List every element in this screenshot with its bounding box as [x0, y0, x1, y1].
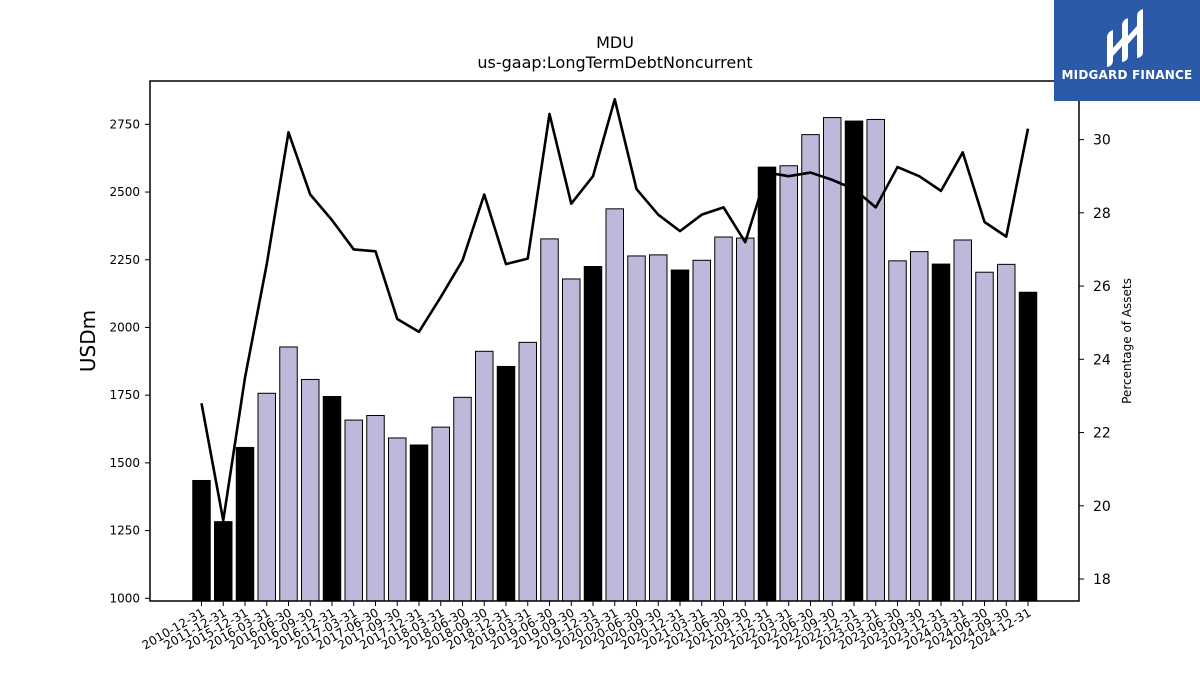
bar	[605, 208, 624, 602]
bar	[540, 238, 559, 602]
y2-axis-label: Percentage of Assets	[1120, 278, 1134, 404]
bar	[344, 419, 363, 602]
y-tick-label: 1500	[109, 456, 140, 470]
x-axis: 2010-12-312011-12-312015-12-312016-03-31…	[140, 601, 1034, 652]
y2-tick-label: 24	[1093, 352, 1111, 368]
y-tick-label: 2750	[109, 117, 140, 131]
bar	[649, 254, 668, 602]
bar	[714, 236, 733, 602]
bar	[910, 251, 929, 602]
bar	[496, 365, 516, 602]
y-tick-label: 2250	[109, 253, 140, 267]
bar	[322, 396, 342, 602]
bar	[475, 350, 494, 602]
brand-name: MIDGARD FINANCE	[1061, 68, 1193, 82]
y-tick-label: 1250	[109, 524, 140, 538]
bar	[627, 255, 646, 602]
y2-tick-label: 28	[1093, 206, 1111, 222]
bar	[192, 479, 211, 602]
y-axis-label: USDm	[76, 310, 100, 372]
bar	[888, 260, 907, 602]
bar	[736, 237, 755, 602]
bar	[823, 117, 842, 602]
bar	[518, 341, 537, 602]
bar	[431, 426, 450, 602]
bar	[257, 392, 276, 602]
bar	[279, 346, 298, 602]
bar	[997, 263, 1016, 602]
bar-series	[192, 117, 1038, 602]
bar	[388, 437, 407, 602]
bar	[1018, 291, 1038, 602]
bar	[670, 269, 690, 602]
y2-tick-label: 26	[1093, 279, 1111, 295]
bar	[301, 378, 320, 602]
bar	[409, 444, 429, 602]
bar	[931, 263, 951, 602]
bar	[866, 118, 885, 602]
bar	[779, 165, 798, 602]
y-tick-label: 2000	[109, 320, 140, 334]
bar	[366, 414, 385, 602]
y2-tick-label: 20	[1093, 499, 1111, 515]
y2-tick-label: 30	[1093, 133, 1111, 149]
chart-title: MDU	[596, 33, 634, 52]
midgard-logo-icon	[1107, 9, 1143, 67]
y-axis-right: 18 20 22 24 26 28 30	[1079, 133, 1111, 588]
percentage-line	[200, 98, 1030, 522]
y2-tick-label: 18	[1093, 572, 1111, 588]
bar	[583, 266, 603, 602]
bar	[214, 521, 233, 602]
bar	[235, 446, 255, 602]
y-tick-label: 1750	[109, 388, 140, 402]
bar	[801, 134, 820, 602]
bar	[692, 259, 711, 602]
bar	[453, 396, 472, 602]
y2-tick-label: 22	[1093, 426, 1111, 442]
bar	[953, 239, 972, 602]
y-tick-label: 2500	[109, 185, 140, 199]
brand-logo: MIDGARD FINANCE	[1054, 0, 1200, 101]
bar	[975, 271, 994, 602]
bar	[562, 278, 581, 602]
y-tick-label: 1000	[109, 591, 140, 605]
y-axis-left: 1000 1250 1500 1750 2000 2250 2500 2750	[109, 117, 150, 605]
chart-subtitle: us-gaap:LongTermDebtNoncurrent	[477, 53, 752, 72]
bar	[757, 166, 777, 602]
